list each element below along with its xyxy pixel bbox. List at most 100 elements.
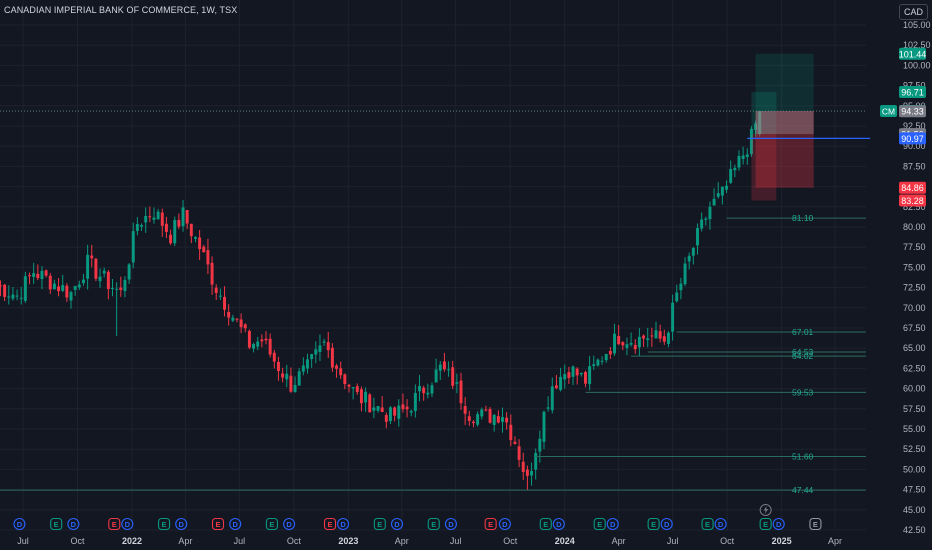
y-tick-label: 92.50 — [903, 121, 926, 131]
candle-body — [301, 365, 305, 372]
candle-body — [127, 264, 131, 280]
y-tick-label: 105.00 — [903, 20, 931, 30]
candle-body — [546, 407, 550, 409]
price-axis-label — [899, 132, 926, 145]
x-tick-label: Oct — [503, 536, 518, 546]
y-tick-label: 55.00 — [903, 424, 926, 434]
candle-body — [517, 446, 521, 460]
candle-body — [256, 341, 260, 347]
candle-body — [422, 387, 426, 394]
candle-body — [306, 359, 309, 369]
candle-body — [106, 271, 110, 289]
candle-body — [625, 344, 629, 348]
candle-body — [194, 237, 197, 239]
candles — [0, 110, 762, 491]
candle-body — [227, 311, 231, 318]
candle-body — [52, 283, 56, 290]
candle-body — [48, 275, 52, 290]
candle-body — [235, 318, 239, 320]
x-tick-label: Oct — [287, 536, 302, 546]
event-marker-letter: D — [17, 520, 23, 529]
candle-body — [451, 367, 455, 386]
candle-body — [600, 360, 604, 362]
candle-body — [310, 354, 314, 359]
candle-body — [513, 441, 517, 444]
symbol-tag-text: CM — [882, 107, 895, 117]
y-tick-label: 52.50 — [903, 444, 926, 454]
candle-body — [447, 369, 451, 371]
dividend-marker-icon — [121, 517, 134, 531]
support-level-label: 67.01 — [792, 327, 814, 337]
candle-body — [364, 391, 368, 403]
y-tick-label: 42.50 — [903, 525, 926, 535]
candle-body — [123, 279, 127, 291]
candle-body — [247, 330, 251, 348]
candle-body — [521, 461, 525, 473]
candle-body — [330, 347, 334, 368]
x-tick-label: Oct — [71, 536, 86, 546]
price-axis-label-text: 101.44 — [899, 49, 927, 59]
y-tick-label: 47.50 — [903, 485, 926, 495]
position-open-zone — [755, 111, 814, 135]
dividend-marker-icon — [714, 517, 727, 531]
candle-body — [281, 373, 285, 378]
candle-body — [393, 407, 397, 416]
candle-body — [3, 284, 7, 297]
candle-body — [156, 211, 160, 220]
candle-body — [36, 273, 40, 279]
y-tick-label: 72.50 — [903, 283, 926, 293]
candle-body — [525, 469, 529, 476]
candle-body — [111, 287, 114, 289]
earnings-marker-icon — [593, 517, 606, 531]
event-marker-letter: D — [71, 520, 77, 529]
candle-body — [675, 292, 679, 302]
earnings-marker-icon — [427, 517, 440, 531]
candle-body — [152, 217, 156, 220]
candle-body — [239, 319, 243, 328]
x-tick-label: Oct — [720, 536, 735, 546]
chart-title: CANADIAN IMPERIAL BANK OF COMMERCE, 1W, … — [4, 5, 238, 15]
dividend-marker-icon — [390, 517, 404, 531]
earnings-marker-icon — [265, 517, 278, 531]
event-marker-letter: E — [112, 520, 117, 529]
event-marker-letter: E — [162, 520, 167, 529]
x-tick-label: 2022 — [122, 536, 142, 546]
candle-body — [455, 382, 459, 384]
candle-body — [405, 406, 409, 410]
candle-body — [749, 128, 753, 155]
x-tick-label: Jul — [234, 536, 246, 546]
candle-body — [583, 372, 587, 384]
candle-body — [77, 284, 81, 288]
dividend-marker-icon — [229, 517, 242, 531]
y-tick-label: 102.50 — [903, 40, 931, 50]
currency-selector[interactable]: CAD — [899, 4, 928, 20]
candle-body — [459, 380, 463, 404]
candle-body — [397, 405, 401, 419]
candle-body — [335, 365, 339, 369]
candle-body — [530, 471, 534, 476]
price-axis-label — [899, 181, 926, 194]
earnings-marker-icon — [211, 517, 225, 531]
candle-body — [260, 339, 264, 342]
y-tick-label: 87.50 — [903, 161, 926, 171]
candle-body — [505, 417, 509, 423]
dividend-marker-icon — [67, 517, 80, 531]
candle-body — [484, 409, 488, 411]
candle-body — [575, 368, 579, 376]
y-tick-label: 77.50 — [903, 242, 926, 252]
candle-body — [389, 407, 392, 422]
candle-body — [658, 331, 662, 339]
y-tick-label: 45.00 — [903, 505, 926, 515]
candle-body — [81, 279, 85, 284]
candle-body — [135, 224, 139, 231]
candle-body — [210, 262, 214, 285]
candle-body — [621, 342, 625, 346]
candle-body — [671, 302, 675, 332]
candle-body — [592, 364, 596, 367]
candle-body — [372, 407, 376, 411]
candle-body — [343, 374, 347, 385]
dividend-marker-icon — [660, 517, 673, 531]
y-tick-label: 70.00 — [903, 303, 926, 313]
event-marker-letter: E — [431, 520, 436, 529]
